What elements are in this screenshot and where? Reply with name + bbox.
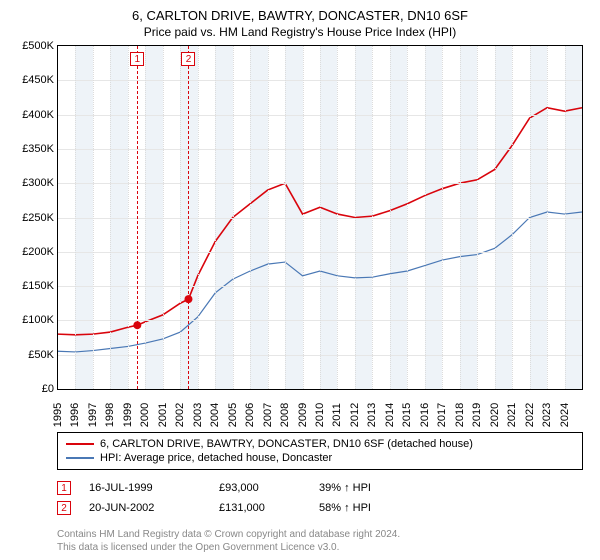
y-axis-label: £250K bbox=[22, 212, 58, 224]
x-axis-label: 1997 bbox=[87, 403, 99, 427]
title-line2: Price paid vs. HM Land Registry's House … bbox=[12, 25, 588, 39]
grid-v bbox=[425, 46, 426, 389]
grid-v bbox=[233, 46, 234, 389]
x-axis-label: 2013 bbox=[366, 403, 378, 427]
sale-delta: 39% ↑ HPI bbox=[319, 482, 395, 494]
grid-v bbox=[442, 46, 443, 389]
y-axis-label: £350K bbox=[22, 143, 58, 155]
sale-index-box: 2 bbox=[57, 501, 71, 515]
grid-v bbox=[285, 46, 286, 389]
y-axis-label: £200K bbox=[22, 246, 58, 258]
legend-swatch bbox=[66, 457, 94, 459]
x-axis-label: 2020 bbox=[489, 403, 501, 427]
grid-v bbox=[407, 46, 408, 389]
legend-label: 6, CARLTON DRIVE, BAWTRY, DONCASTER, DN1… bbox=[100, 438, 473, 450]
legend-item: HPI: Average price, detached house, Donc… bbox=[66, 451, 574, 465]
x-axis-label: 2007 bbox=[262, 403, 274, 427]
x-axis-label: 2009 bbox=[297, 403, 309, 427]
sale-price: £93,000 bbox=[219, 482, 319, 494]
x-axis-label: 2006 bbox=[244, 403, 256, 427]
legend-item: 6, CARLTON DRIVE, BAWTRY, DONCASTER, DN1… bbox=[66, 437, 574, 451]
chart-titles: 6, CARLTON DRIVE, BAWTRY, DONCASTER, DN1… bbox=[12, 8, 588, 39]
x-axis-label: 2005 bbox=[227, 403, 239, 427]
grid-v bbox=[75, 46, 76, 389]
x-axis-label: 2010 bbox=[314, 403, 326, 427]
grid-v bbox=[390, 46, 391, 389]
grid-v bbox=[198, 46, 199, 389]
sale-marker-line bbox=[188, 46, 189, 389]
x-axis-label: 2018 bbox=[454, 403, 466, 427]
y-axis-label: £100K bbox=[22, 314, 58, 326]
sales-table: 1 16-JUL-1999£93,00039% ↑ HPI 2 20-JUN-2002… bbox=[57, 478, 583, 518]
grid-v bbox=[180, 46, 181, 389]
y-axis-label: £500K bbox=[22, 40, 58, 52]
sale-marker-line bbox=[137, 46, 138, 389]
x-axis-label: 2000 bbox=[139, 403, 151, 427]
grid-v bbox=[250, 46, 251, 389]
grid-v bbox=[303, 46, 304, 389]
x-axis-label: 1999 bbox=[122, 403, 134, 427]
grid-v bbox=[565, 46, 566, 389]
price-chart: £0£50K£100K£150K£200K£250K£300K£350K£400… bbox=[57, 45, 583, 390]
sale-price: £131,000 bbox=[219, 502, 319, 514]
grid-v bbox=[215, 46, 216, 389]
credit-line2: This data is licensed under the Open Gov… bbox=[57, 541, 583, 554]
title-line1: 6, CARLTON DRIVE, BAWTRY, DONCASTER, DN1… bbox=[12, 8, 588, 23]
x-axis-label: 2015 bbox=[401, 403, 413, 427]
x-axis-label: 2008 bbox=[279, 403, 291, 427]
grid-v bbox=[268, 46, 269, 389]
grid-v bbox=[93, 46, 94, 389]
legend-swatch bbox=[66, 443, 94, 445]
grid-v bbox=[477, 46, 478, 389]
x-axis-label: 2003 bbox=[192, 403, 204, 427]
grid-v bbox=[530, 46, 531, 389]
x-axis-label: 2019 bbox=[471, 403, 483, 427]
x-axis-label: 2002 bbox=[174, 403, 186, 427]
sale-date: 20-JUN-2002 bbox=[89, 502, 219, 514]
legend: 6, CARLTON DRIVE, BAWTRY, DONCASTER, DN1… bbox=[57, 432, 583, 470]
y-axis-label: £150K bbox=[22, 280, 58, 292]
y-axis-label: £300K bbox=[22, 177, 58, 189]
grid-v bbox=[547, 46, 548, 389]
x-axis-label: 2016 bbox=[419, 403, 431, 427]
y-axis-label: £50K bbox=[28, 349, 58, 361]
sale-date: 16-JUL-1999 bbox=[89, 482, 219, 494]
x-axis-label: 2004 bbox=[209, 403, 221, 427]
x-axis-label: 2022 bbox=[524, 403, 536, 427]
sale-delta: 58% ↑ HPI bbox=[319, 502, 395, 514]
grid-v bbox=[128, 46, 129, 389]
grid-v bbox=[372, 46, 373, 389]
grid-v bbox=[110, 46, 111, 389]
x-axis-label: 2017 bbox=[436, 403, 448, 427]
x-axis-label: 1998 bbox=[104, 403, 116, 427]
grid-v bbox=[163, 46, 164, 389]
sale-index-box: 1 bbox=[57, 481, 71, 495]
x-axis-label: 1996 bbox=[69, 403, 81, 427]
table-row: 1 16-JUL-1999£93,00039% ↑ HPI bbox=[57, 478, 583, 498]
grid-v bbox=[495, 46, 496, 389]
x-axis-label: 2012 bbox=[349, 403, 361, 427]
x-axis-label: 2023 bbox=[541, 403, 553, 427]
table-row: 2 20-JUN-2002£131,00058% ↑ HPI bbox=[57, 498, 583, 518]
x-axis-label: 2001 bbox=[157, 403, 169, 427]
x-axis-label: 2014 bbox=[384, 403, 396, 427]
y-axis-label: £400K bbox=[22, 109, 58, 121]
grid-v bbox=[337, 46, 338, 389]
grid-v bbox=[355, 46, 356, 389]
grid-v bbox=[512, 46, 513, 389]
sale-marker-box: 1 bbox=[130, 52, 144, 66]
credit-line1: Contains HM Land Registry data © Crown c… bbox=[57, 528, 583, 541]
y-axis-label: £0 bbox=[42, 383, 58, 395]
legend-label: HPI: Average price, detached house, Donc… bbox=[100, 452, 332, 464]
x-axis-label: 2021 bbox=[506, 403, 518, 427]
x-axis-label: 2024 bbox=[559, 403, 571, 427]
x-axis-label: 1995 bbox=[52, 403, 64, 427]
grid-v bbox=[460, 46, 461, 389]
sale-marker-box: 2 bbox=[181, 52, 195, 66]
grid-v bbox=[145, 46, 146, 389]
x-axis-label: 2011 bbox=[331, 403, 343, 427]
credit: Contains HM Land Registry data © Crown c… bbox=[57, 528, 583, 554]
grid-v bbox=[320, 46, 321, 389]
y-axis-label: £450K bbox=[22, 74, 58, 86]
